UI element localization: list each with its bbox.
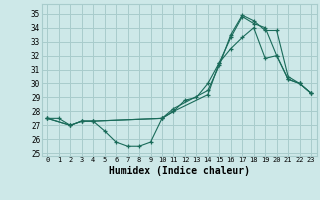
X-axis label: Humidex (Indice chaleur): Humidex (Indice chaleur) <box>109 166 250 176</box>
